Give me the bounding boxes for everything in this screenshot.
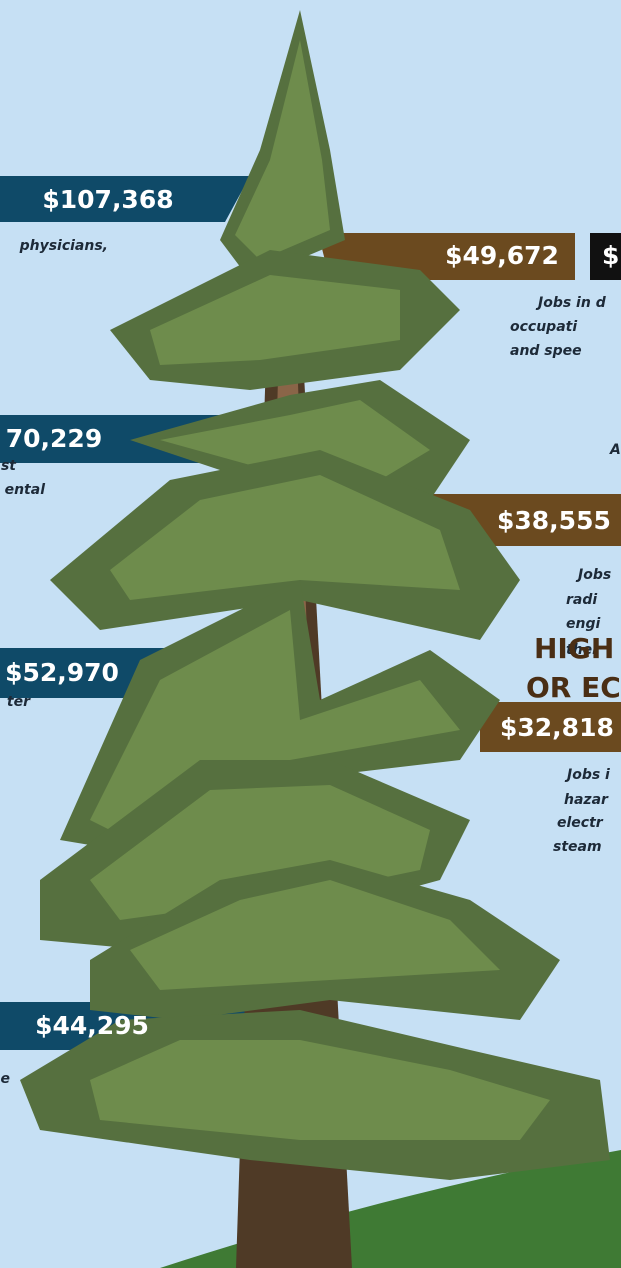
amount: $38,555: [497, 506, 611, 535]
description: Jobs in d: [535, 295, 607, 311]
infographic: $107,368 physicians, 70,229 st ental $52…: [0, 0, 621, 1268]
page: $107,368 physicians, 70,229 st ental $52…: [0, 0, 621, 1268]
description: ter: [7, 694, 31, 710]
amount: $52,970: [5, 658, 119, 687]
description: Jobs i: [564, 767, 610, 783]
description: Jobs: [575, 567, 611, 583]
description: hazar: [564, 792, 609, 808]
amount: $49,672: [445, 241, 559, 270]
heading: A: [609, 442, 621, 458]
description: ental: [5, 482, 46, 498]
amount: $: [602, 241, 619, 270]
amount: $107,368: [42, 185, 173, 214]
description: occupati: [510, 319, 577, 335]
amount: $32,818: [500, 713, 614, 742]
amount: 70,229: [6, 424, 102, 453]
description: physicians,: [19, 238, 108, 254]
amount: $44,295: [35, 1011, 149, 1040]
description: and spee: [510, 343, 582, 359]
heading: OR EC: [526, 671, 621, 704]
description: radi: [566, 592, 597, 608]
heading: HIGH: [534, 632, 614, 665]
description: e: [1, 1071, 11, 1087]
description: steam: [553, 839, 602, 855]
description: st: [1, 458, 17, 474]
description: engi: [566, 616, 600, 632]
description: electr: [557, 815, 604, 831]
